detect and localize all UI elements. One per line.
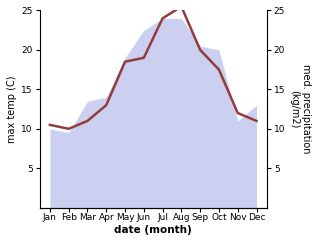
- X-axis label: date (month): date (month): [114, 225, 192, 235]
- Y-axis label: max temp (C): max temp (C): [7, 75, 17, 143]
- Y-axis label: med. precipitation
(kg/m2): med. precipitation (kg/m2): [289, 64, 311, 154]
